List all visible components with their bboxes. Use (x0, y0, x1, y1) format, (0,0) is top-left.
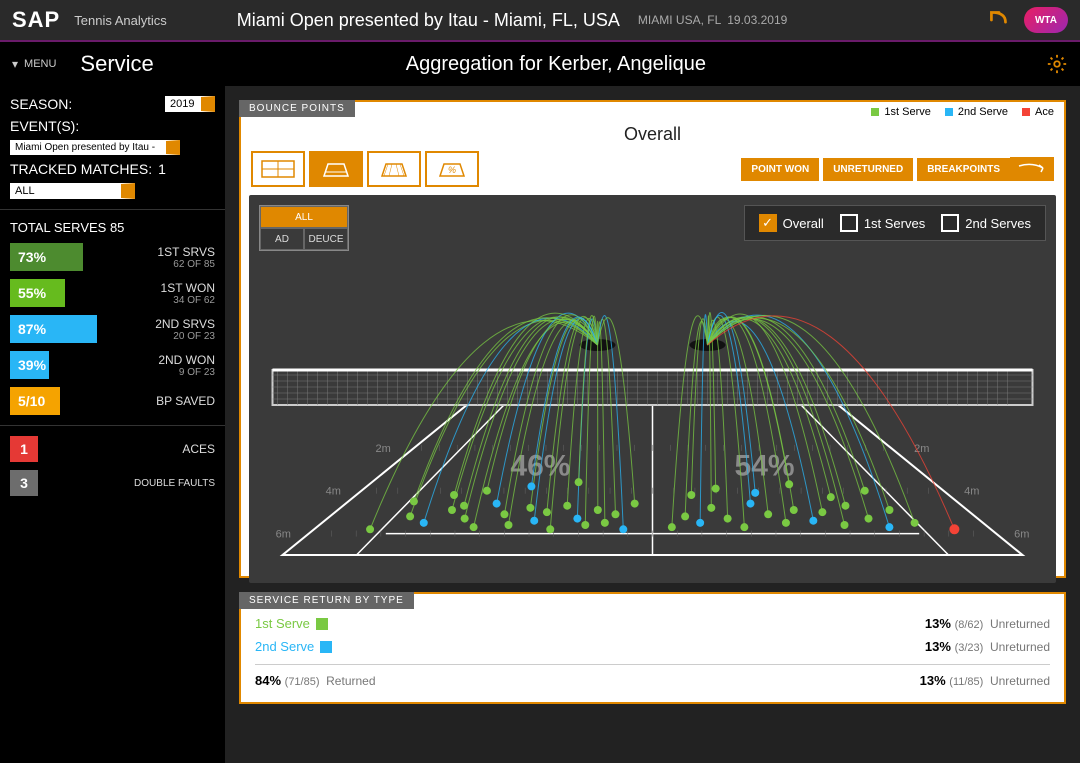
stat-sublabel: 9 OF 23 (158, 367, 215, 378)
location-text: MIAMI USA, FL (638, 13, 721, 27)
legend-swatch (1022, 108, 1030, 116)
svg-text:4m: 4m (326, 486, 341, 498)
stat-bar: 5/10 (10, 387, 60, 415)
aggregation-title: Aggregation for Kerber, Angelique (406, 53, 706, 76)
total-returned-frac: (71/85) (285, 676, 320, 688)
faults-label: DOUBLE FAULTS (134, 478, 215, 489)
aces-label: ACES (182, 442, 215, 456)
return-suffix: Unreturned (990, 640, 1050, 654)
date-text: 19.03.2019 (727, 13, 787, 27)
svg-text:46%: 46% (510, 450, 570, 483)
topbar: SAP Tennis Analytics Miami Open presente… (0, 0, 1080, 42)
chevron-down-icon: ▾ (12, 57, 18, 71)
return-pct: 13% (925, 639, 951, 654)
sidebar: SEASON: 2019 EVENT(S): Miami Open presen… (0, 86, 225, 763)
legend-label: 2nd Serve (958, 106, 1008, 118)
stat-sublabel: 34 OF 62 (161, 295, 215, 306)
svg-text:6m: 6m (1014, 529, 1029, 541)
filter-point-won[interactable]: POINT WON (741, 158, 819, 181)
panel-header: SERVICE RETURN BY TYPE (239, 592, 414, 609)
svg-text:%: % (448, 165, 456, 175)
return-pct: 13% (925, 616, 951, 631)
stat-label: 1ST SRVS (157, 245, 215, 259)
legend-swatch (945, 108, 953, 116)
events-label: EVENT(S): (10, 118, 79, 134)
content-area: BOUNCE POINTS 1st Serve2nd ServeAce Over… (225, 86, 1080, 763)
view-tab-court-top[interactable] (251, 151, 305, 187)
stat-label: 1ST WON (161, 281, 215, 295)
total-serves-label: TOTAL SERVES 85 (10, 220, 215, 235)
sap-logo: SAP (12, 7, 60, 33)
stat-label: 2ND SRVS (155, 317, 215, 331)
view-tabs: % (251, 151, 479, 187)
svg-text:6m: 6m (276, 529, 291, 541)
stat-bar: 87% (10, 315, 97, 343)
tracked-select[interactable]: ALL (10, 183, 135, 199)
bounce-points-panel: BOUNCE POINTS 1st Serve2nd ServeAce Over… (239, 100, 1066, 578)
court-svg: 2m2m4m4m6m6m46%54% (249, 195, 1056, 583)
court-visualization: ALL AD DEUCE ✓Overall1st Serves2nd Serve… (249, 195, 1056, 583)
tracked-count: 1 (158, 161, 166, 177)
wta-badge: WTA (1024, 7, 1068, 33)
view-tab-court-persp[interactable] (309, 151, 363, 187)
stat-sublabel: 20 OF 23 (155, 331, 215, 342)
svg-text:2m: 2m (376, 443, 391, 455)
aces-box: 1 (10, 436, 38, 462)
stat-label: BP SAVED (156, 394, 215, 408)
return-swatch (316, 618, 328, 630)
return-serve-label: 2nd Serve (255, 639, 314, 654)
legend-label: Ace (1035, 106, 1054, 118)
total-returned-pct: 84% (255, 673, 281, 688)
filter-breakpoints[interactable]: BREAKPOINTS (917, 158, 1010, 181)
total-returned-label: Returned (326, 674, 375, 688)
return-frac: (3/23) (955, 642, 984, 654)
next-arrow-button[interactable] (1010, 157, 1054, 181)
total-unreturned-pct: 13% (920, 673, 946, 688)
gear-icon[interactable] (1046, 53, 1068, 75)
view-tab-court-pct[interactable]: % (425, 151, 479, 187)
page-label: Service (80, 51, 153, 77)
faults-box: 3 (10, 470, 38, 496)
menu-button[interactable]: ▾ MENU (12, 57, 56, 71)
event-title: Miami Open presented by Itau - Miami, FL… (237, 10, 620, 31)
svg-text:4m: 4m (964, 486, 979, 498)
filter-unreturned[interactable]: UNRETURNED (823, 158, 913, 181)
legend-label: 1st Serve (884, 106, 930, 118)
event-select[interactable]: Miami Open presented by Itau - (10, 140, 180, 155)
undo-icon[interactable] (986, 7, 1012, 33)
menu-label: MENU (24, 58, 56, 70)
filter-buttons: POINT WONUNRETURNEDBREAKPOINTS (741, 158, 1010, 181)
subheader: ▾ MENU Service Aggregation for Kerber, A… (0, 42, 1080, 86)
app-subtitle: Tennis Analytics (74, 13, 167, 28)
stat-bar: 39% (10, 351, 49, 379)
stat-label: 2ND WON (158, 353, 215, 367)
return-swatch (320, 641, 332, 653)
return-serve-label: 1st Serve (255, 616, 310, 631)
return-frac: (8/62) (955, 619, 984, 631)
legend: 1st Serve 2nd Serve Ace (871, 106, 1054, 118)
panel-header: BOUNCE POINTS (239, 100, 355, 117)
return-by-type-panel: SERVICE RETURN BY TYPE 1st Serve 13% (8/… (239, 592, 1066, 704)
season-select[interactable]: 2019 (165, 96, 215, 112)
stat-bar: 73% (10, 243, 83, 271)
season-label: SEASON: (10, 96, 72, 112)
view-tab-court-grid[interactable] (367, 151, 421, 187)
return-suffix: Unreturned (990, 617, 1050, 631)
tracked-label: TRACKED MATCHES: (10, 161, 152, 177)
stat-sublabel: 62 OF 85 (157, 259, 215, 270)
total-unreturned-label: Unreturned (990, 674, 1050, 688)
legend-swatch (871, 108, 879, 116)
total-unreturned-frac: (11/85) (949, 676, 983, 688)
stat-bar: 55% (10, 279, 65, 307)
